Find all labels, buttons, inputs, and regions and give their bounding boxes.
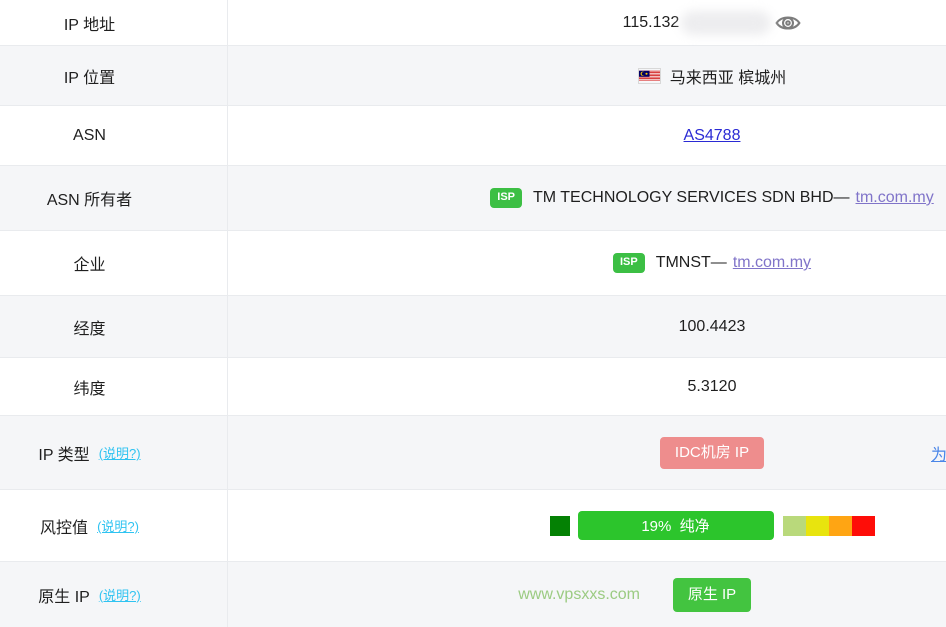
table-row-ip-location: IP 位置 马来西亚 槟城州 <box>0 46 946 106</box>
asn-owner-domain-link[interactable]: tm.com.my <box>855 189 934 206</box>
row-label-ip-address: IP 地址 <box>0 0 228 45</box>
row-label-latitude: 纬度 <box>0 358 228 415</box>
row-value-ip-type: IDC机房 IP 为 <box>228 416 946 489</box>
table-row-enterprise: 企业 ISP TMNST— tm.com.my <box>0 231 946 296</box>
table-row-ip-type: IP 类型 (说明?) IDC机房 IP 为 <box>0 416 946 490</box>
label-text: ASN <box>73 126 106 144</box>
site-watermark: www.vpsxxs.com <box>518 585 640 603</box>
label-text: 经度 <box>73 320 106 338</box>
risk-meter: 19% 纯净 <box>549 511 875 540</box>
table-row-ip-address: IP 地址 115.132 <box>0 0 946 46</box>
row-value-risk-value: 19% 纯净 <box>228 490 946 561</box>
row-value-asn-owner: ISP TM TECHNOLOGY SERVICES SDN BHD— tm.c… <box>228 166 946 230</box>
enterprise-text: TMNST— <box>655 254 727 271</box>
row-label-ip-location: IP 位置 <box>0 46 228 105</box>
redacted-ip-blur <box>681 10 772 35</box>
risk-scale-red-square <box>851 515 875 536</box>
row-label-asn-owner: ASN 所有者 <box>0 166 228 230</box>
row-value-asn: AS4788 <box>228 106 946 165</box>
eye-icon[interactable] <box>775 10 801 36</box>
row-label-asn: ASN <box>0 106 228 165</box>
longitude-value: 100.4423 <box>678 317 746 335</box>
table-row-risk-value: 风控值 (说明?) 19% 纯净 <box>0 490 946 562</box>
native-ip-badge: 原生 IP <box>672 577 752 612</box>
risk-scale-darkgreen-square <box>549 515 570 536</box>
table-row-asn-owner: ASN 所有者 ISP TM TECHNOLOGY SERVICES SDN B… <box>0 166 946 231</box>
enterprise-domain-link[interactable]: tm.com.my <box>732 254 812 271</box>
asn-owner-text: TM TECHNOLOGY SERVICES SDN BHD— <box>533 189 850 206</box>
isp-badge: ISP <box>490 188 522 208</box>
label-text: IP 地址 <box>63 16 116 34</box>
risk-value-bar: 19% 纯净 <box>577 511 774 540</box>
label-text: 风控值 <box>40 519 89 537</box>
row-value-enterprise: ISP TMNST— tm.com.my <box>228 231 946 295</box>
risk-value-help-link[interactable]: (说明?) <box>97 519 139 534</box>
ip-type-help-link[interactable]: (说明?) <box>98 446 141 461</box>
risk-scale-orange-square <box>828 515 852 536</box>
ip-location-text: 马来西亚 槟城州 <box>669 69 787 87</box>
row-value-longitude: 100.4423 <box>228 296 946 357</box>
row-label-ip-type: IP 类型 (说明?) <box>0 416 228 489</box>
table-row-native-ip: 原生 IP (说明?) www.vpsxxs.com 原生 IP <box>0 562 946 627</box>
row-value-ip-address: 115.132 <box>228 0 946 45</box>
table-row-longitude: 经度 100.4423 <box>0 296 946 358</box>
row-value-latitude: 5.3120 <box>228 358 946 415</box>
row-value-ip-location: 马来西亚 槟城州 <box>228 46 946 105</box>
label-text: IP 类型 <box>38 446 90 464</box>
label-text: IP 位置 <box>63 69 116 87</box>
latitude-value: 5.3120 <box>687 377 737 395</box>
ip-address-text: 115.132 <box>622 13 680 31</box>
row-label-native-ip: 原生 IP (说明?) <box>0 562 228 627</box>
row-label-longitude: 经度 <box>0 296 228 357</box>
row-value-native-ip: www.vpsxxs.com 原生 IP <box>228 562 946 627</box>
asn-link[interactable]: AS4788 <box>683 126 741 144</box>
ip-type-why-link[interactable]: 为 <box>931 446 946 464</box>
label-text: 原生 IP <box>38 588 90 606</box>
label-text: 纬度 <box>73 380 106 398</box>
row-label-risk-value: 风控值 (说明?) <box>0 490 228 561</box>
risk-scale-legend <box>782 515 875 536</box>
isp-badge: ISP <box>612 253 645 273</box>
malaysia-flag-icon <box>637 67 661 84</box>
idc-ip-badge: IDC机房 IP <box>659 436 765 469</box>
native-ip-help-link[interactable]: (说明?) <box>98 588 141 603</box>
label-text: ASN 所有者 <box>46 192 133 209</box>
risk-scale-lightgreen-square <box>782 515 806 536</box>
label-text: 企业 <box>73 257 106 274</box>
table-row-asn: ASN AS4788 <box>0 106 946 166</box>
risk-scale-yellow-square <box>805 515 829 536</box>
row-label-enterprise: 企业 <box>0 231 228 295</box>
table-row-latitude: 纬度 5.3120 <box>0 358 946 416</box>
